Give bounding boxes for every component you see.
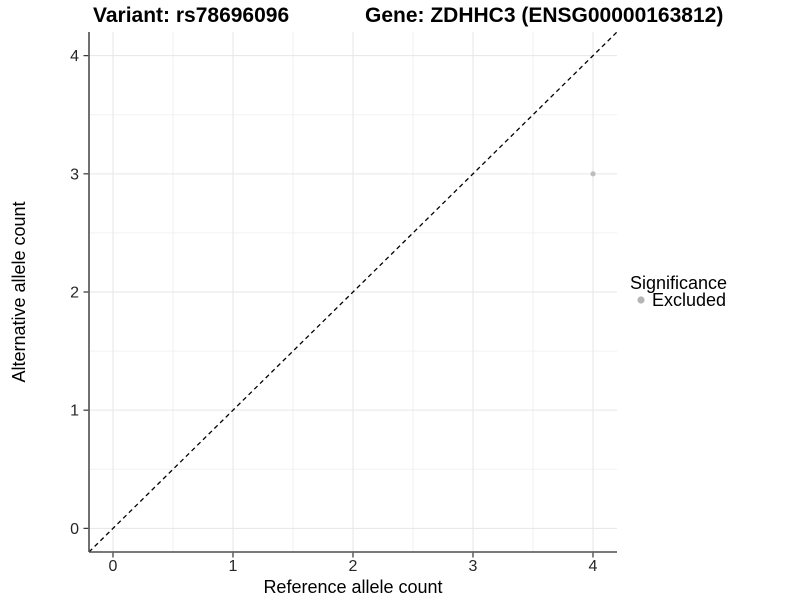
x-tick-label: 4 — [589, 558, 598, 575]
plot-title-gene: Gene: ZDHHC3 (ENSG00000163812) — [365, 4, 723, 27]
legend-label-excluded: Excluded — [652, 290, 726, 310]
legend-key-excluded-dot — [637, 296, 645, 304]
identity-reference-line — [88, 31, 618, 553]
gridlines — [89, 32, 617, 552]
y-tick-label: 0 — [70, 521, 79, 538]
x-tick-label: 3 — [469, 558, 478, 575]
y-tick-label: 4 — [70, 48, 79, 65]
y-tick-label: 3 — [70, 166, 79, 183]
legend: Significance Excluded — [630, 273, 727, 310]
x-axis-title: Reference allele count — [263, 577, 442, 597]
x-tick-label: 0 — [109, 558, 118, 575]
x-axis-ticks: 0 1 2 3 4 — [109, 552, 598, 575]
y-axis-ticks: 0 1 2 3 4 — [70, 48, 89, 538]
y-tick-label: 1 — [70, 403, 79, 420]
plot-title-variant: Variant: rs78696096 — [93, 4, 289, 27]
x-tick-label: 2 — [349, 558, 358, 575]
data-point-excluded — [590, 171, 596, 177]
data-points-layer — [590, 171, 596, 177]
y-tick-label: 2 — [70, 285, 79, 302]
legend-title: Significance — [630, 273, 727, 293]
x-tick-label: 1 — [229, 558, 238, 575]
y-axis-title: Alternative allele count — [9, 201, 29, 382]
